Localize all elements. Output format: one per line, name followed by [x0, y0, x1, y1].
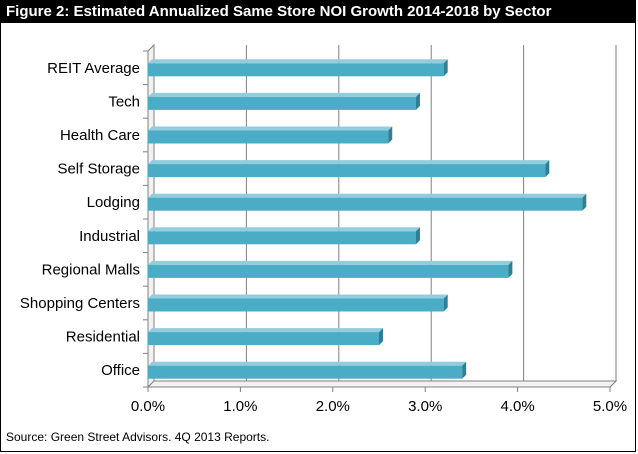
- bar-front-face: [148, 130, 389, 144]
- category-label: Shopping Centers: [20, 295, 140, 312]
- bar-front-face: [148, 63, 444, 77]
- bar-chart: REIT Average Tech Health Care Self Storage L…: [20, 43, 627, 415]
- bar-top-face: [148, 260, 513, 265]
- bar-top-face: [148, 126, 393, 131]
- bar-top-face: [148, 92, 420, 97]
- bar-front-face: [148, 264, 509, 278]
- category-label: Tech: [108, 93, 140, 110]
- bar-front-face: [148, 164, 546, 178]
- bar-front-face: [148, 298, 444, 312]
- category-label: Regional Malls: [42, 261, 140, 278]
- bar-industrial: [148, 227, 420, 245]
- chart-labels: REIT Average Tech Health Care Self Storage L…: [20, 60, 627, 415]
- bar-side-face: [545, 160, 550, 178]
- bar-tech: [148, 92, 420, 110]
- bar-front-face: [148, 332, 379, 346]
- category-label: Residential: [66, 329, 140, 346]
- bar-side-face: [443, 294, 448, 312]
- bar-top-face: [148, 361, 467, 366]
- bar-regional-malls: [148, 260, 513, 278]
- bar-side-face: [462, 361, 467, 379]
- bar-reit-average: [148, 59, 448, 77]
- source-note: Source: Green Street Advisors. 4Q 2013 R…: [6, 430, 270, 444]
- bar-top-face: [148, 227, 420, 232]
- bar-front-face: [148, 231, 416, 245]
- bar-top-face: [148, 160, 550, 165]
- floor: [146, 380, 618, 388]
- x-tick-label: 4.0%: [500, 398, 534, 415]
- bar-lodging: [148, 193, 587, 211]
- bar-side-face: [443, 59, 448, 77]
- bar-side-face: [415, 92, 420, 110]
- bar-top-face: [148, 294, 448, 299]
- category-label: REIT Average: [47, 60, 140, 77]
- figure-title: Figure 2: Estimated Annualized Same Stor…: [0, 0, 636, 23]
- bar-self-storage: [148, 160, 550, 178]
- bar-side-face: [388, 126, 393, 144]
- chart-bars: [148, 59, 587, 379]
- x-tick-label: 3.0%: [408, 398, 442, 415]
- x-tick-label: 2.0%: [316, 398, 350, 415]
- category-label: Industrial: [79, 228, 140, 245]
- bar-side-face: [582, 193, 587, 211]
- bar-front-face: [148, 96, 416, 110]
- bar-side-face: [508, 260, 513, 278]
- bar-top-face: [148, 328, 383, 333]
- bar-top-face: [148, 193, 587, 198]
- bar-side-face: [415, 227, 420, 245]
- x-tick-label: 5.0%: [593, 398, 627, 415]
- category-label: Health Care: [60, 127, 140, 144]
- category-label: Lodging: [87, 194, 140, 211]
- category-label: Self Storage: [57, 161, 140, 178]
- bar-front-face: [148, 197, 583, 211]
- x-tick-label: 0.0%: [131, 398, 165, 415]
- bar-office: [148, 361, 467, 379]
- bar-top-face: [148, 59, 448, 64]
- bar-shopping-centers: [148, 294, 448, 312]
- x-tick-label: 1.0%: [223, 398, 257, 415]
- bar-front-face: [148, 365, 463, 379]
- bar-residential: [148, 328, 383, 346]
- category-label: Office: [101, 362, 140, 379]
- bar-side-face: [379, 328, 383, 346]
- bar-health-care: [148, 126, 393, 144]
